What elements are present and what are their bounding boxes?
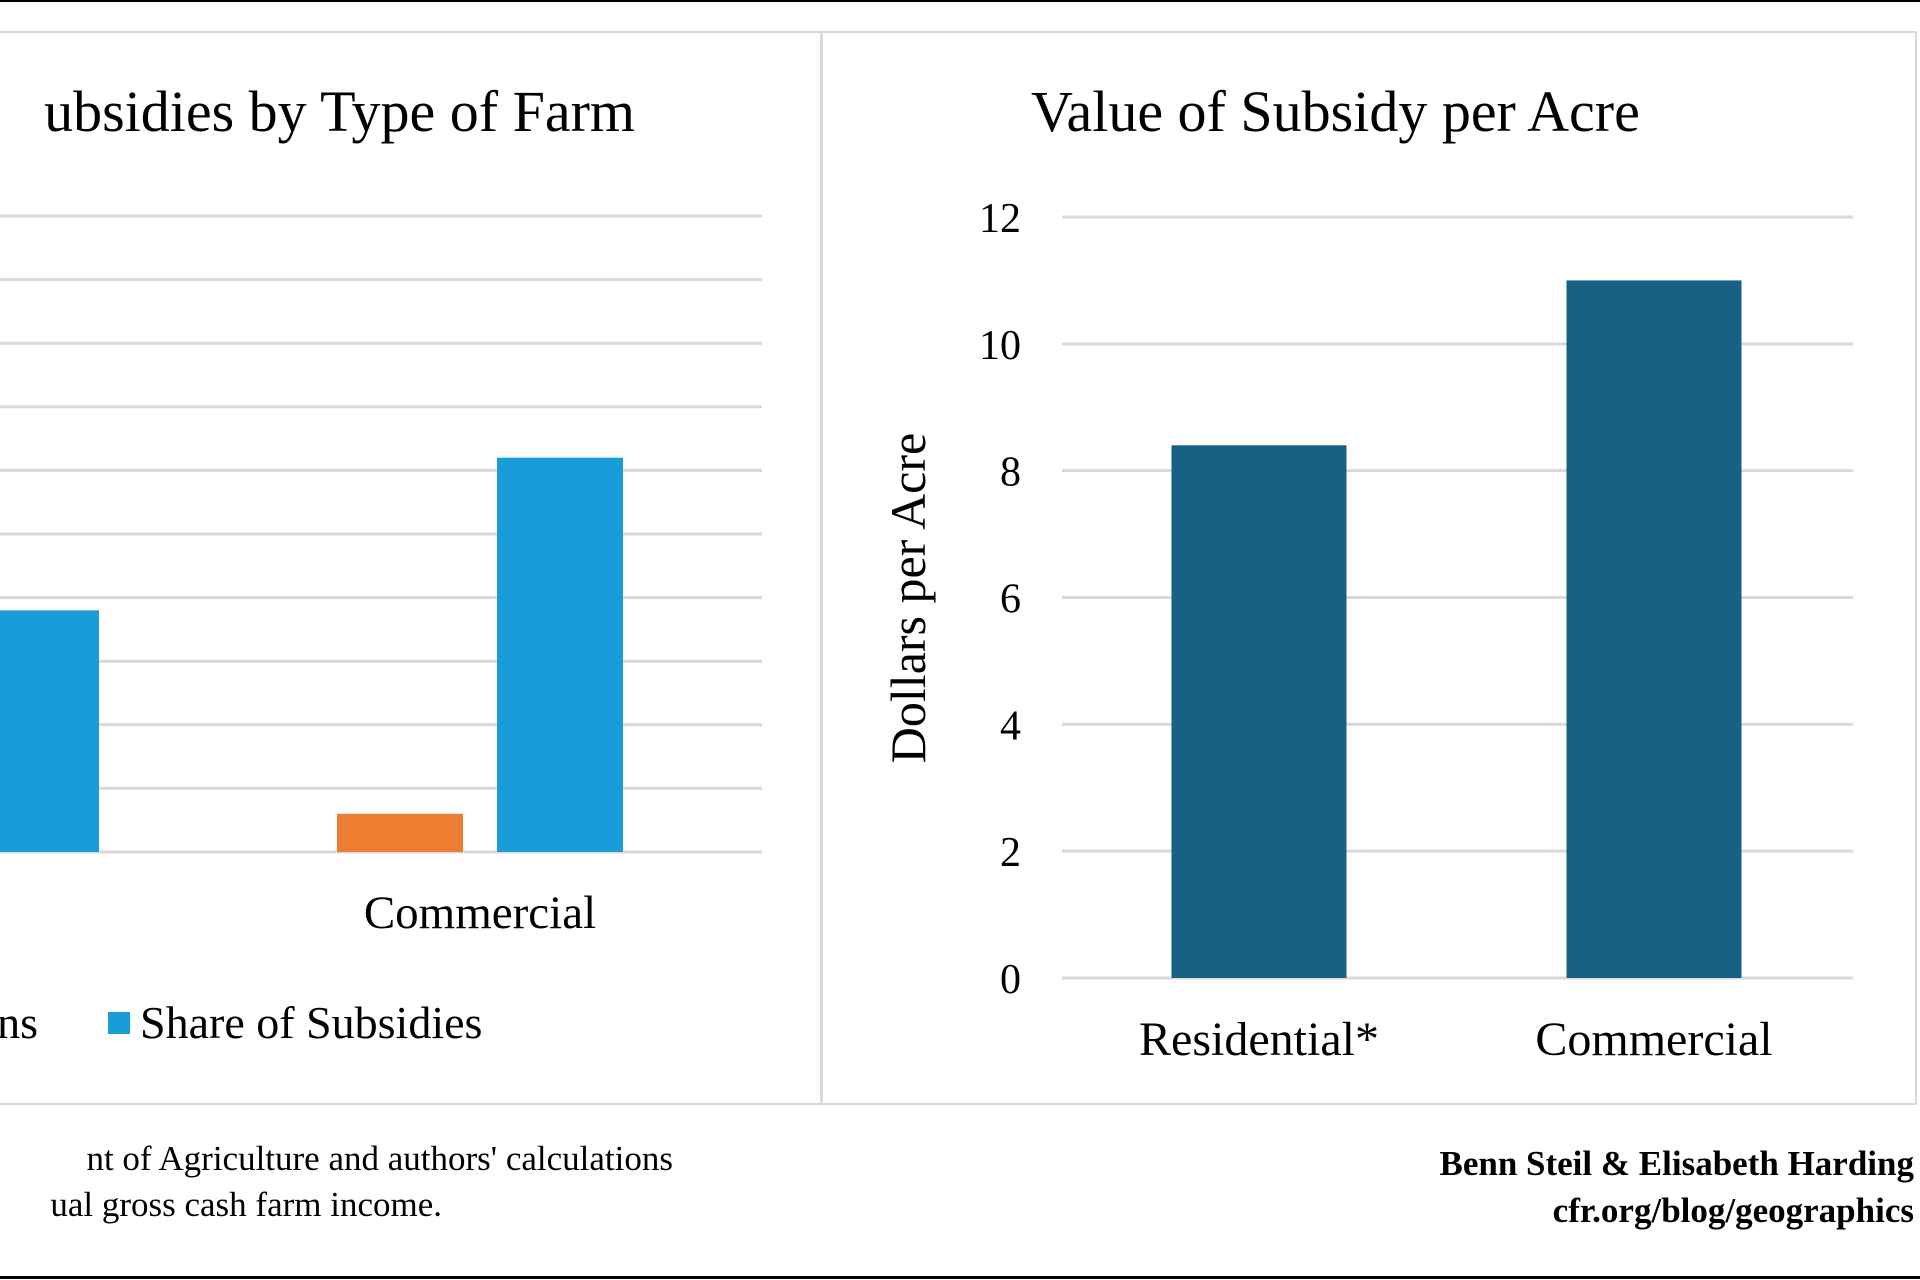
bar-share-of-subsidies-1 — [497, 457, 623, 852]
x-tick-label: Commercial — [1535, 1013, 1772, 1066]
left-chart-title: ubsidies by Type of Farm — [44, 79, 635, 144]
legend-item-share-of-subsidies: Share of Subsidies — [108, 1000, 482, 1046]
right-chart-title: Value of Subsidy per Acre — [1031, 79, 1640, 144]
y-tick-label: 6 — [1000, 577, 1021, 623]
bar-share-of-subsidies-0 — [0, 610, 99, 852]
footnote: ual gross cash farm income. — [50, 1185, 442, 1224]
right-chart-plot: 0 2 4 6 8 10 12 Residential* Commercial Dollars p… — [880, 196, 1853, 1066]
bar-ns-1 — [337, 813, 463, 852]
x-tick-label: Residential* — [1139, 1013, 1379, 1066]
y-tick-label: 4 — [1000, 703, 1021, 749]
author-credit: Benn Steil & Elisabeth Harding — [1439, 1144, 1914, 1183]
legend-label-share-of-subsidies: Share of Subsidies — [140, 997, 483, 1048]
y-tick-label: 12 — [979, 196, 1021, 242]
source-url: cfr.org/blog/geographics — [1552, 1191, 1914, 1230]
bottom-border — [0, 1276, 1920, 1279]
top-border — [0, 0, 1920, 2]
legend-item-truncated: ns — [0, 1000, 38, 1046]
y-tick-label: 10 — [979, 323, 1021, 369]
legend-label-truncated: ns — [0, 997, 38, 1048]
y-tick-label: 0 — [1000, 957, 1021, 1003]
bar-commercial — [1566, 280, 1742, 978]
y-tick-label: 8 — [1000, 450, 1021, 496]
legend-swatch-share-of-subsidies — [108, 1012, 130, 1034]
x-tick-label: Commercial — [364, 887, 596, 939]
bar-residential- — [1171, 445, 1347, 978]
y-tick-label: 2 — [1000, 830, 1021, 876]
left-chart-plot: al*Commercial — [0, 214, 762, 939]
source-note: nt of Agriculture and authors' calculati… — [86, 1139, 673, 1178]
right-chart-panel — [821, 31, 1917, 1105]
y-axis-label: Dollars per Acre — [880, 433, 936, 763]
